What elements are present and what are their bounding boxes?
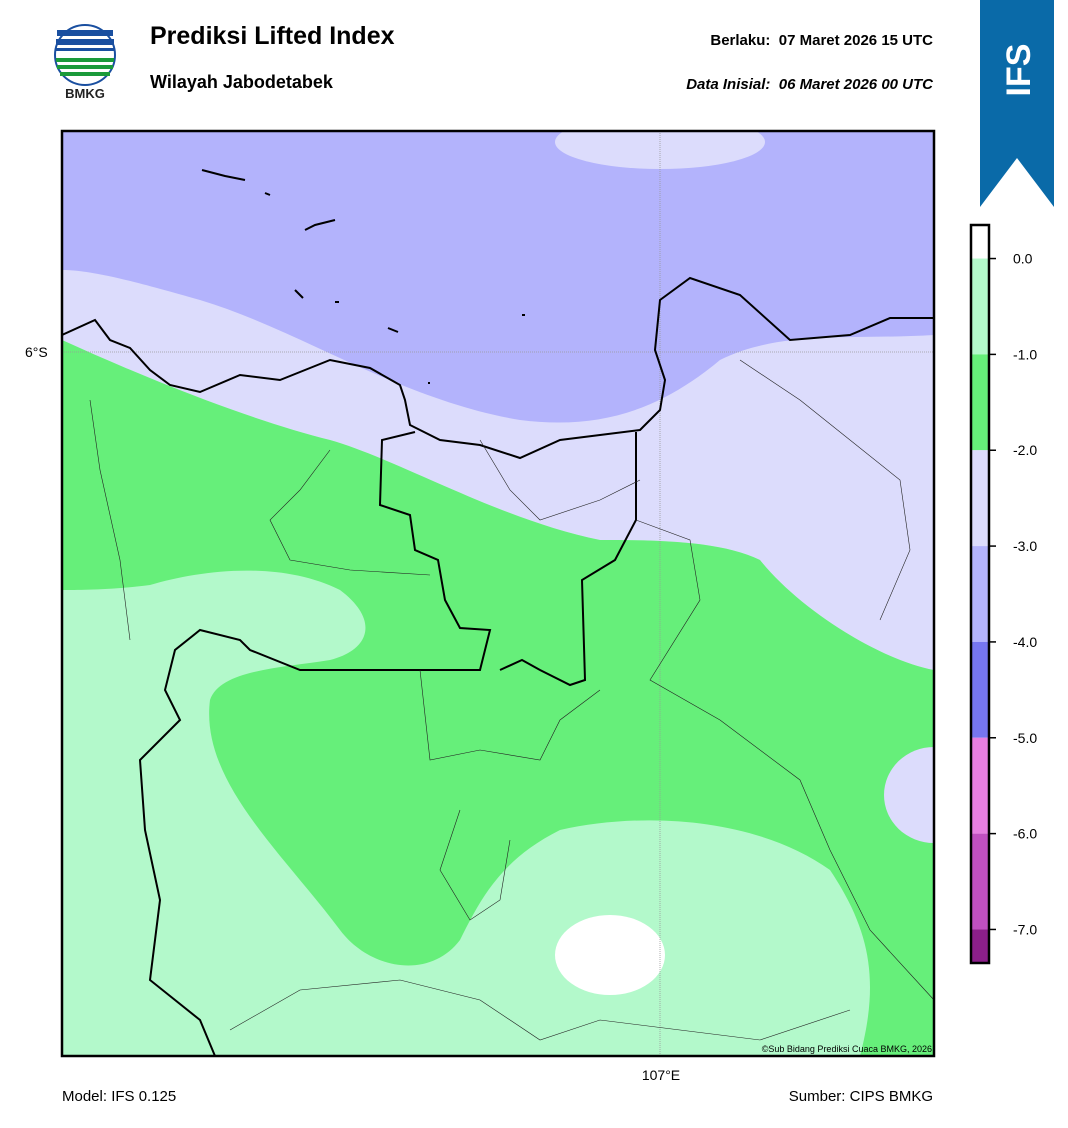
colorbar-segment [971, 833, 989, 930]
badge-text: IFS [1000, 44, 1038, 97]
model: Model: IFS 0.125 [62, 1088, 176, 1105]
regency-border [89, 359, 934, 1041]
init-time: Data Inisial: 06 Maret 2026 00 UTC [686, 76, 934, 93]
logo: BMKG [54, 24, 116, 101]
province-border [138, 431, 637, 1056]
colorbar-tick-label: -1.0 [1013, 346, 1037, 362]
copyright: ©Sub Bidang Prediksi Cuaca BMKG, 2026 [762, 1044, 932, 1054]
colorbar-segment [971, 450, 989, 547]
init-label: Data Inisial: [686, 76, 770, 93]
map-field [62, 131, 934, 1056]
colorbar-tick-label: -3.0 [1013, 538, 1037, 554]
badge-ribbon [980, 0, 1054, 207]
title: Prediksi Lifted Index [150, 22, 395, 50]
lat-label: 6°S [25, 344, 48, 360]
colorbar-tick-label: -6.0 [1013, 826, 1037, 842]
colorbar-segment [971, 737, 989, 834]
map-frame [60, 129, 936, 1058]
valid-label: Berlaku: [710, 32, 770, 49]
field-region [555, 915, 665, 995]
colorbar-tick-label: -5.0 [1013, 730, 1037, 746]
valid-time: Berlaku: 07 Maret 2026 15 UTC [710, 32, 933, 49]
subtitle: Wilayah Jabodetabek [150, 72, 334, 92]
colorbar-tick-label: -2.0 [1013, 442, 1037, 458]
colorbar-segment [971, 929, 989, 963]
lon-label: 107°E [642, 1067, 680, 1083]
field-region [62, 131, 934, 423]
field-region [62, 340, 934, 1056]
colorbar-frame [969, 223, 991, 965]
field-region [884, 747, 934, 843]
colorbar-segment [971, 225, 989, 259]
init-value: 06 Maret 2026 00 UTC [779, 76, 934, 93]
valid-value: 07 Maret 2026 15 UTC [779, 32, 933, 49]
coastline [62, 276, 934, 460]
colorbar-tick-label: -7.0 [1013, 921, 1037, 937]
colorbar-segment [971, 354, 989, 451]
colorbar-segment [971, 258, 989, 355]
islands [201, 169, 525, 384]
colorbar-tick-label: -4.0 [1013, 634, 1037, 650]
logo-text: BMKG [65, 86, 105, 101]
colorbar-segment [971, 641, 989, 738]
colorbar-tick-label: 0.0 [1013, 251, 1033, 267]
colorbar: 0.0 -1.0 -2.0 -3.0 -4.0 -5.0 -6.0 -7.0 [969, 223, 1037, 965]
source: Sumber: CIPS BMKG [789, 1088, 933, 1105]
colorbar-segment [971, 546, 989, 642]
